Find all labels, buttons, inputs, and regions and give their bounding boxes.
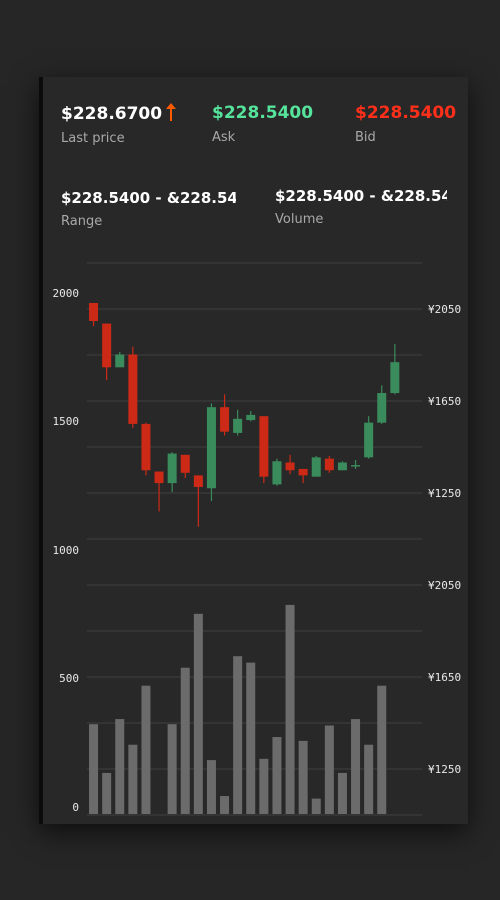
candle-body xyxy=(128,354,138,424)
right-axis-tick: ¥1650 xyxy=(428,395,461,408)
ask-stat: $228.5400 Ask xyxy=(212,103,313,145)
volume-bar xyxy=(180,667,190,814)
last-price-stat: $228.6700 Last price xyxy=(61,103,177,146)
volume-value: $228.5400 - &228.5400 xyxy=(275,187,447,205)
candle-body xyxy=(141,423,151,471)
candle-body xyxy=(220,407,230,432)
last-price-value: $228.6700 xyxy=(61,104,163,124)
volume-bar xyxy=(193,613,203,814)
candle-body xyxy=(324,458,334,471)
volume-bars xyxy=(89,604,387,814)
volume-bar xyxy=(233,656,243,814)
candle-body xyxy=(364,422,374,458)
volume-bar xyxy=(351,719,361,814)
bid-stat: $228.5400 Bid xyxy=(355,103,465,145)
candle-body xyxy=(193,475,203,487)
candle-body xyxy=(337,462,347,471)
bid-label: Bid xyxy=(355,130,376,145)
volume-bar xyxy=(128,744,138,814)
right-axis-tick: ¥1650 xyxy=(428,671,461,684)
candle-body xyxy=(102,323,112,368)
volume-bar xyxy=(311,798,321,814)
volume-bar xyxy=(298,740,308,814)
candle-body xyxy=(246,414,256,421)
volume-bar xyxy=(377,685,387,814)
volume-bar xyxy=(324,725,334,814)
last-price-label: Last price xyxy=(61,131,125,146)
left-axis: 2000 1500 1000 500 0 xyxy=(53,287,80,814)
volume-bar xyxy=(337,772,347,814)
volume-bar xyxy=(89,724,99,814)
left-axis-tick: 1500 xyxy=(53,415,80,428)
volume-bar xyxy=(364,744,374,814)
left-axis-tick: 0 xyxy=(72,801,79,814)
volume-bar xyxy=(206,760,216,814)
volume-bar xyxy=(220,796,230,814)
volume-bar xyxy=(115,719,125,814)
volume-bar xyxy=(167,724,177,814)
right-axis-tick: ¥2050 xyxy=(428,579,461,592)
volume-bar xyxy=(259,758,269,814)
candle-body xyxy=(167,453,177,484)
candle-body xyxy=(206,407,216,489)
candle-body xyxy=(272,461,282,485)
candle-body xyxy=(351,465,361,467)
candle-body xyxy=(259,416,269,477)
candle-body xyxy=(298,468,308,476)
volume-bar xyxy=(246,662,256,814)
market-card: $228.6700 Last price $228.5400 Ask $228.… xyxy=(39,77,468,824)
range-value: $228.5400 - &228.5400 xyxy=(61,189,236,207)
candle-body xyxy=(377,393,387,423)
candles xyxy=(89,302,400,527)
right-axis-tick: ¥1250 xyxy=(428,487,461,500)
candle-body xyxy=(180,454,190,473)
candle-body xyxy=(285,462,295,471)
left-axis-tick: 1000 xyxy=(53,544,80,557)
candle-body xyxy=(311,457,321,477)
left-axis-tick: 500 xyxy=(59,672,79,685)
candle-body xyxy=(89,302,99,322)
right-axis: ¥2050 ¥1650 ¥1250 ¥2050 ¥1650 ¥1250 xyxy=(428,303,461,776)
volume-bar xyxy=(272,737,282,814)
range-stat: $228.5400 - &228.5400 Range xyxy=(61,189,236,229)
candle-body xyxy=(154,471,164,484)
bid-value: $228.5400 xyxy=(355,103,457,123)
volume-label: Volume xyxy=(275,212,324,227)
ask-value: $228.5400 xyxy=(212,103,314,123)
arrow-up-icon xyxy=(166,103,177,121)
right-axis-tick: ¥1250 xyxy=(428,763,461,776)
candle-body xyxy=(233,418,243,433)
volume-bar xyxy=(141,685,151,814)
right-axis-tick: ¥2050 xyxy=(428,303,461,316)
range-label: Range xyxy=(61,214,103,229)
candle-body xyxy=(390,362,400,394)
candlestick-chart: 2000 1500 1000 500 0 ¥2050 ¥1650 ¥1250 ¥2050 ¥16… xyxy=(53,262,461,816)
candle-body xyxy=(115,354,125,368)
volume-bar xyxy=(102,772,112,814)
volume-stat: $228.5400 - &228.5400 Volume xyxy=(275,187,447,227)
ask-label: Ask xyxy=(212,130,236,145)
volume-bar xyxy=(285,604,295,814)
left-axis-tick: 2000 xyxy=(53,287,80,300)
